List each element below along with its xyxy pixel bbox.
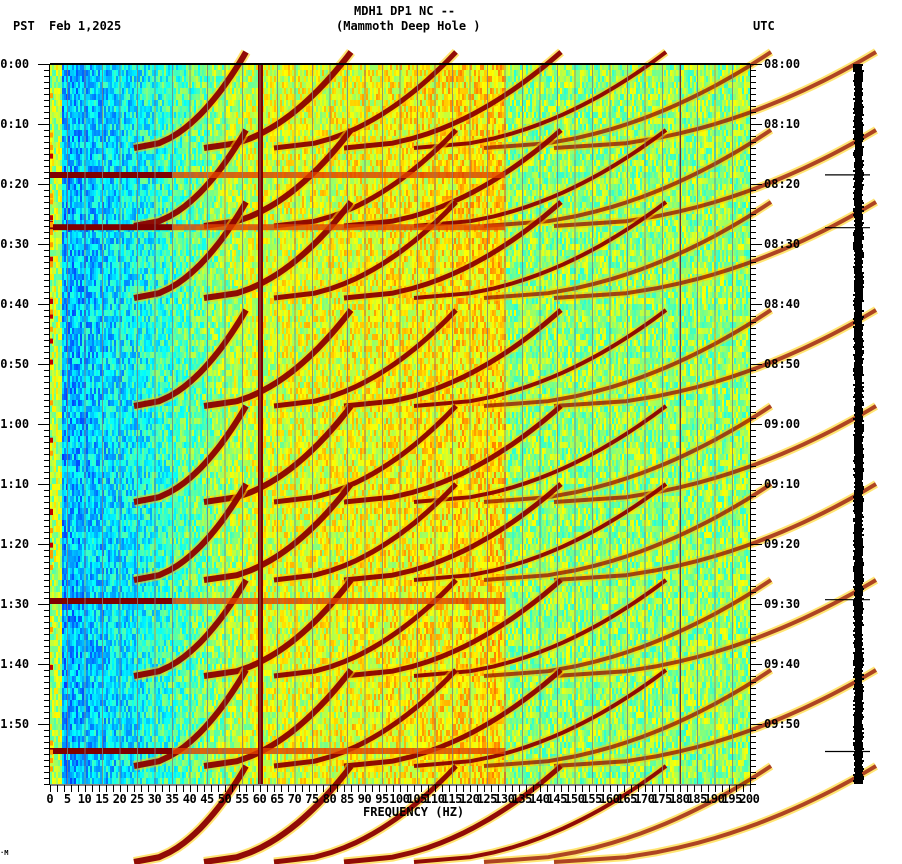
x-tick-label: 75 [305,792,318,806]
x-tick-label: 20 [113,792,126,806]
left-time-label: 00:00 [0,57,29,71]
left-time-label: 00:30 [0,237,29,251]
right-time-label: 09:10 [764,477,800,491]
corner-mark: ·M [0,846,8,860]
x-tick-label: 5 [64,792,71,806]
left-time-label: 01:10 [0,477,29,491]
left-time-label: 01:30 [0,597,29,611]
x-tick-label: 55 [235,792,248,806]
x-tick-label: 90 [358,792,371,806]
x-tick-label: 10 [78,792,91,806]
left-time-label: 00:50 [0,357,29,371]
x-tick-label: 80 [323,792,336,806]
right-time-label: 08:10 [764,117,800,131]
x-tick-label: 60 [253,792,266,806]
x-tick-label: 70 [288,792,301,806]
x-tick-label: 40 [183,792,196,806]
x-tick-label: 200 [739,792,759,806]
left-time-label: 00:20 [0,177,29,191]
right-time-label: 09:30 [764,597,800,611]
right-time-label: 09:20 [764,537,800,551]
spectrogram-heatmap [50,52,876,862]
left-time-label: 01:50 [0,717,29,731]
left-time-label: 01:20 [0,537,29,551]
x-tick-label: 65 [270,792,283,806]
right-time-label: 08:00 [764,57,800,71]
left-time-label: 00:40 [0,297,29,311]
left-time-label: 01:40 [0,657,29,671]
right-time-label: 09:50 [764,717,800,731]
right-time-label: 09:00 [764,417,800,431]
right-time-label: 08:50 [764,357,800,371]
right-time-label: 08:40 [764,297,800,311]
x-tick-label: 15 [95,792,108,806]
x-axis-title: FREQUENCY (HZ) [363,805,464,819]
left-time-label: 01:00 [0,417,29,431]
right-time-label: 08:30 [764,237,800,251]
x-tick-label: 30 [148,792,161,806]
x-tick-label: 0 [46,792,53,806]
left-time-label: 00:10 [0,117,29,131]
x-tick-label: 85 [340,792,353,806]
x-tick-label: 45 [200,792,213,806]
x-tick-label: 25 [130,792,143,806]
right-time-label: 09:40 [764,657,800,671]
right-time-label: 08:20 [764,177,800,191]
x-tick-label: 50 [218,792,231,806]
x-tick-label: 95 [375,792,388,806]
x-tick-label: 35 [165,792,178,806]
